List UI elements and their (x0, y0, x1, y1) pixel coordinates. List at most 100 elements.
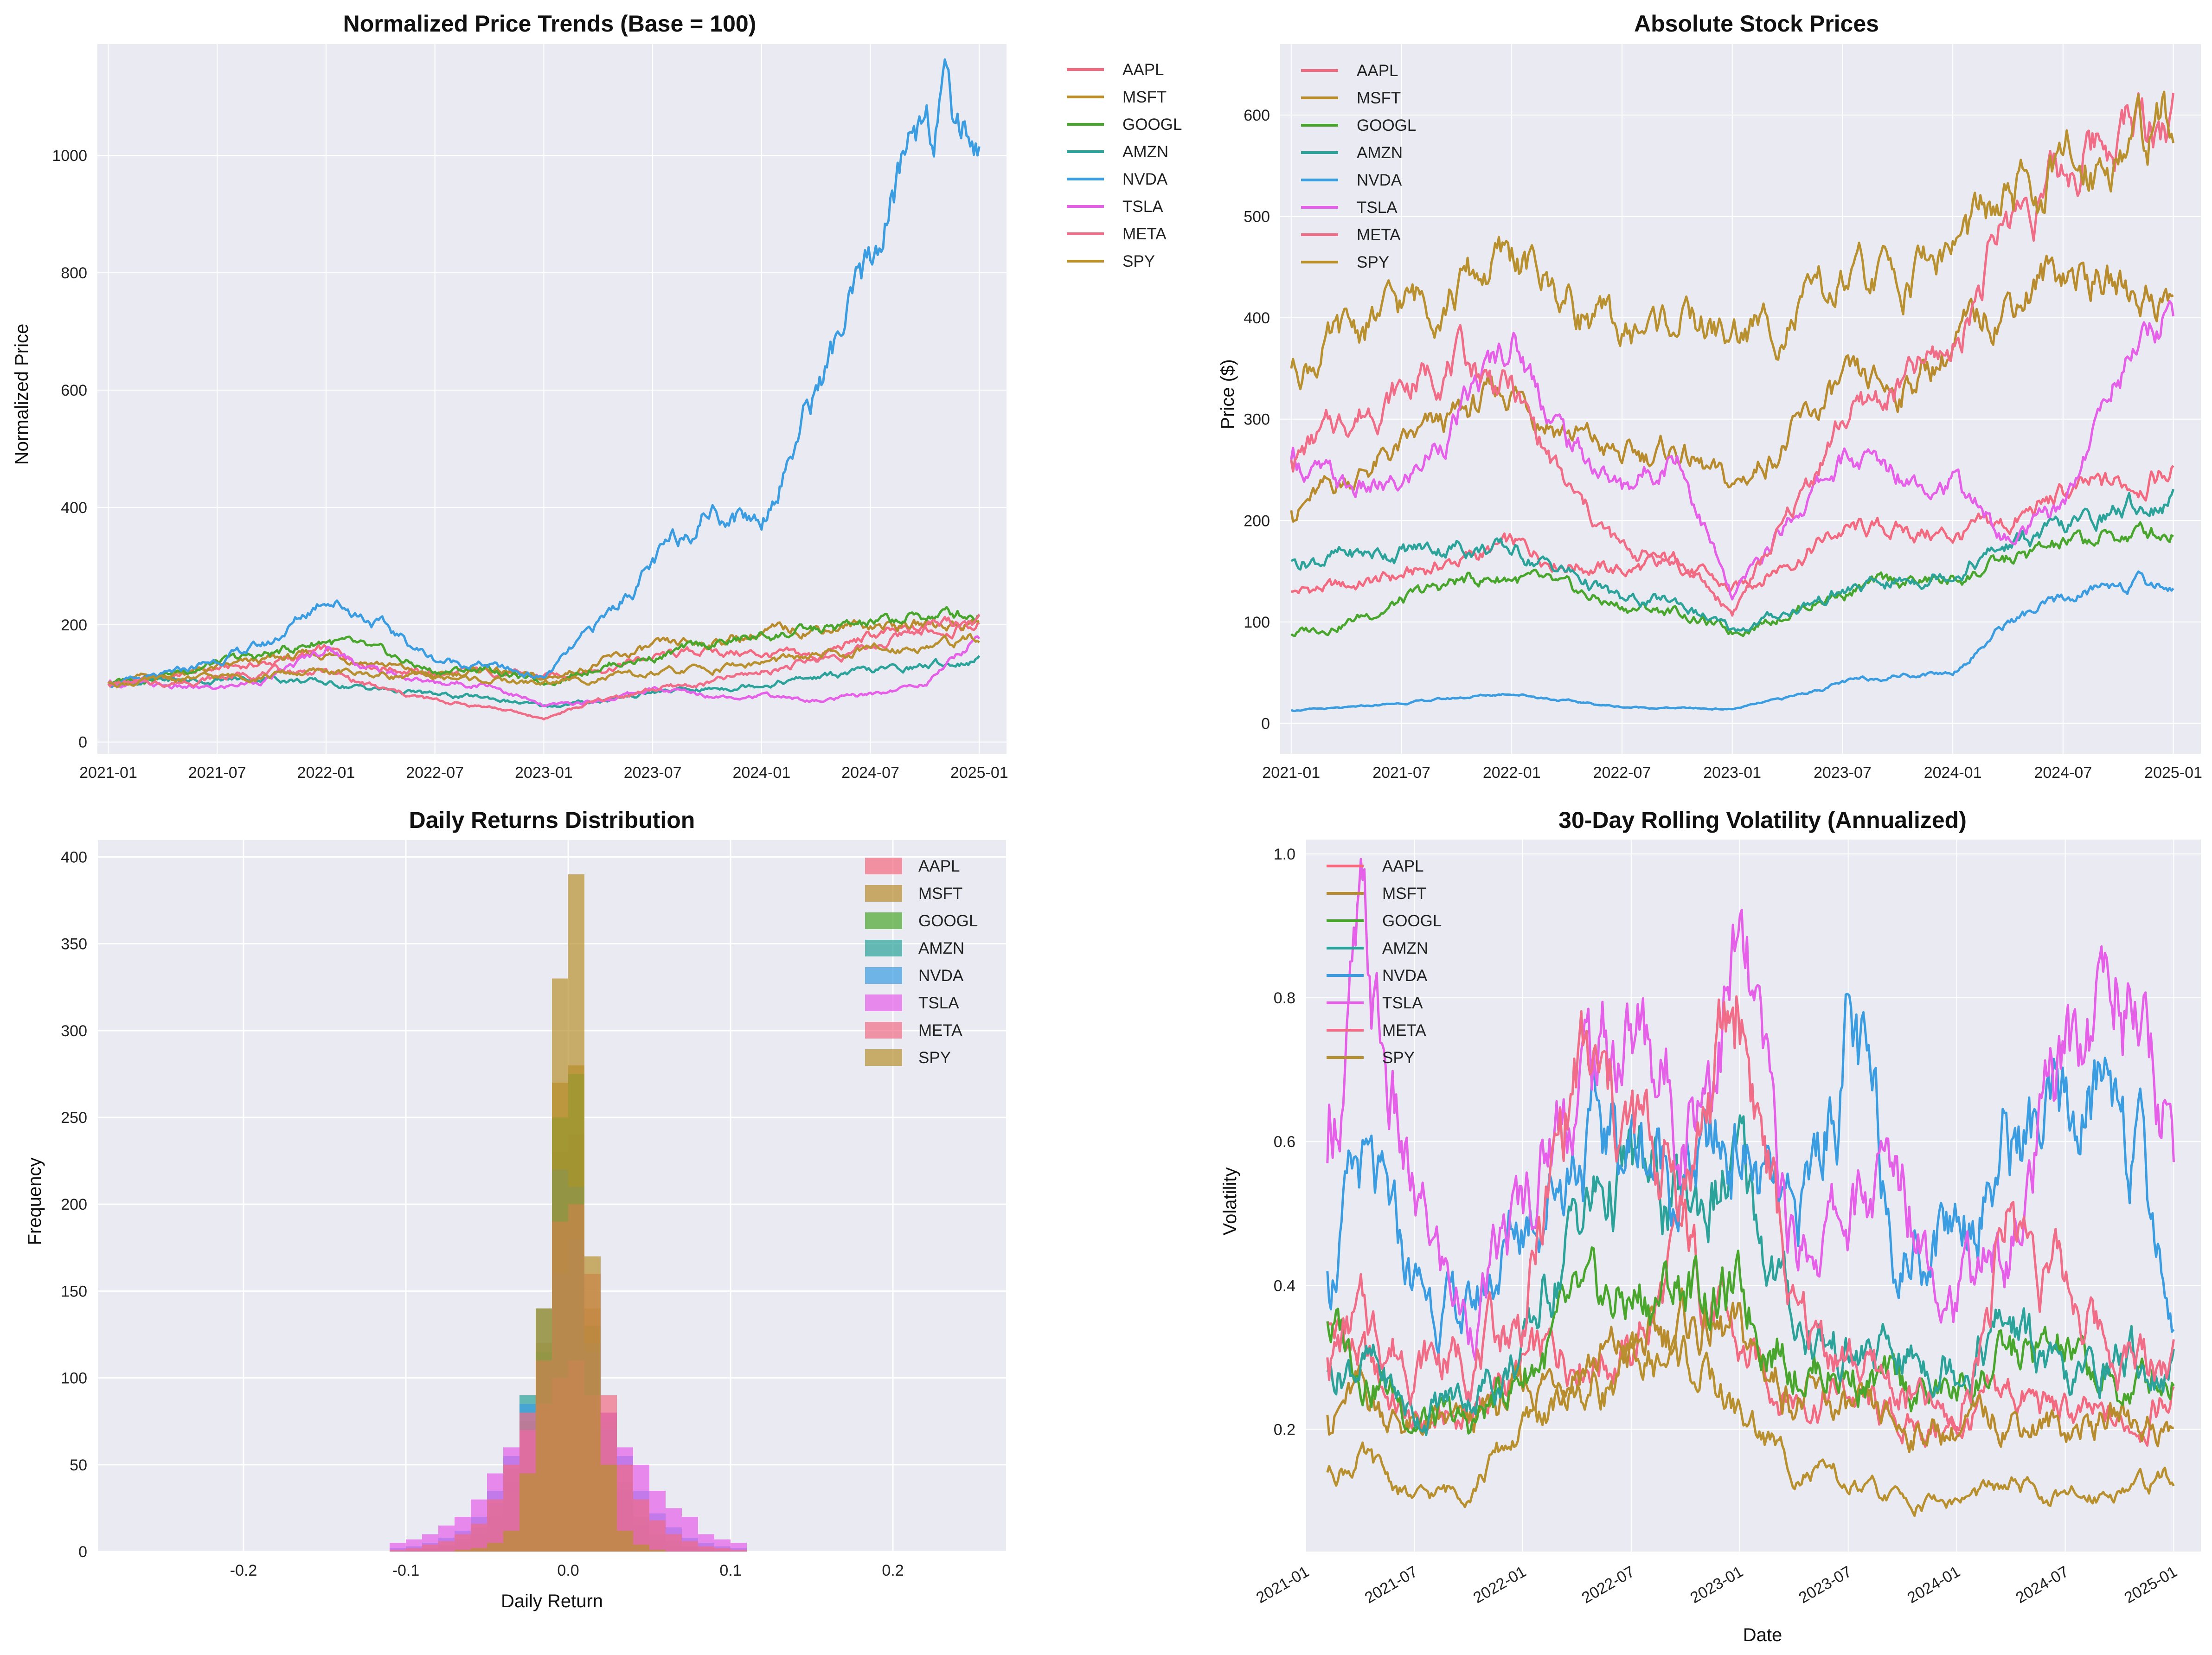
volatility-y-tick-label: 0.8 (1274, 989, 1295, 1007)
absolute-x-tick-label: 2025-01 (2144, 764, 2202, 782)
returns-legend-swatch-tsla (865, 994, 902, 1011)
normalized-x-tick-label: 2021-07 (188, 764, 246, 782)
normalized-series-spy (107, 633, 980, 688)
absolute-legend-label-aapl: AAPL (1357, 62, 1398, 80)
returns-y-tick-label: 250 (61, 1109, 87, 1127)
volatility-series-spy (1326, 1331, 2175, 1517)
absolute-series-googl (1290, 521, 2174, 637)
normalized-series-googl (108, 606, 980, 686)
returns-legend-label-aapl: AAPL (918, 857, 960, 875)
normalized-y-axis-label: Normalized Price (12, 324, 32, 465)
normalized-legend-label-msft: MSFT (1122, 88, 1167, 106)
normalized-x-tick-label: 2022-01 (297, 764, 355, 782)
volatility-panel: 30-Day Rolling Volatility (Annualized) V… (1220, 807, 2201, 1645)
returns-bar-spy (584, 1256, 601, 1552)
returns-bar-meta (633, 1499, 649, 1552)
normalized-x-tick-label: 2024-01 (732, 764, 790, 782)
returns-bar-meta (649, 1520, 666, 1552)
normalized-y-tick-label: 1000 (52, 147, 87, 165)
returns-legend-label-googl: GOOGL (918, 912, 978, 930)
absolute-legend-label-nvda: NVDA (1357, 171, 1402, 189)
returns-x-tick-label: 0.0 (557, 1562, 579, 1579)
volatility-y-tick-label: 0.6 (1274, 1133, 1295, 1151)
returns-legend-swatch-amzn (865, 940, 902, 956)
returns-bar-meta (406, 1548, 422, 1552)
returns-bar-spy (601, 1464, 617, 1552)
volatility-x-axis-label: Date (1743, 1625, 1782, 1645)
absolute-x-tick-label: 2022-07 (1593, 764, 1651, 782)
volatility-series-nvda (1326, 993, 2175, 1355)
normalized-y-tick-label: 600 (61, 382, 87, 399)
absolute-legend-label-msft: MSFT (1357, 89, 1401, 107)
normalized-axes-background (97, 44, 1007, 754)
absolute-y-tick-label: 300 (1244, 411, 1270, 429)
volatility-series-msft (1326, 1287, 2174, 1453)
absolute-series-meta (1290, 92, 2175, 617)
returns-x-tick-label: 0.2 (882, 1562, 904, 1579)
absolute-x-tick-label: 2024-01 (1924, 764, 1982, 782)
returns-y-tick-label: 150 (61, 1283, 87, 1300)
returns-bar-spy (536, 1308, 552, 1552)
normalized-y-tick-label: 0 (78, 734, 87, 751)
returns-legend-label-amzn: AMZN (918, 939, 964, 957)
returns-legend-label-msft: MSFT (918, 885, 962, 903)
absolute-series-tsla (1290, 300, 2175, 601)
returns-legend-label-tsla: TSLA (918, 994, 959, 1012)
returns-legend-swatch-meta (865, 1022, 902, 1039)
absolute-x-tick-label: 2024-07 (2034, 764, 2092, 782)
returns-x-tick-label: 0.1 (719, 1562, 741, 1579)
normalized-legend-label-spy: SPY (1122, 252, 1155, 270)
returns-y-tick-label: 0 (78, 1543, 87, 1561)
volatility-legend-label-amzn: AMZN (1382, 939, 1428, 957)
volatility-series-aapl (1326, 1199, 2175, 1448)
returns-legend-swatch-msft (865, 885, 902, 902)
absolute-x-tick-label: 2021-01 (1262, 764, 1320, 782)
absolute-x-tick-label: 2022-01 (1483, 764, 1541, 782)
absolute-legend-label-spy: SPY (1357, 253, 1389, 271)
absolute-x-tick-label: 2023-07 (1814, 764, 1872, 782)
returns-x-tick-label: -0.2 (230, 1562, 257, 1579)
volatility-y-axis-label: Volatility (1220, 1167, 1240, 1236)
normalized-y-tick-label: 200 (61, 616, 87, 634)
returns-y-tick-label: 400 (61, 848, 87, 866)
returns-legend-label-spy: SPY (918, 1049, 951, 1067)
absolute-series-nvda (1291, 570, 2174, 712)
normalized-legend-label-amzn: AMZN (1122, 143, 1168, 161)
returns-bar-spy (552, 978, 568, 1552)
returns-y-tick-label: 300 (61, 1022, 87, 1040)
absolute-legend-label-meta: META (1357, 226, 1401, 244)
returns-bar-spy (455, 1550, 471, 1552)
volatility-chart-title: 30-Day Rolling Volatility (Annualized) (1558, 807, 1967, 833)
absolute-y-axis-label: Price ($) (1218, 359, 1238, 429)
volatility-series-googl (1326, 1246, 2175, 1435)
returns-y-axis-label: Frequency (25, 1158, 45, 1245)
absolute-series-amzn (1290, 488, 2174, 633)
returns-bar-spy (633, 1545, 649, 1552)
returns-legend-swatch-aapl (865, 858, 902, 874)
absolute-series-msft (1290, 254, 2174, 523)
returns-chart-title: Daily Returns Distribution (409, 807, 695, 833)
volatility-legend-label-spy: SPY (1382, 1049, 1415, 1067)
returns-x-tick-label: -0.1 (392, 1562, 420, 1579)
returns-bar-meta (471, 1524, 487, 1552)
volatility-series-meta (1326, 995, 2175, 1432)
volatility-legend-label-aapl: AAPL (1382, 857, 1424, 875)
normalized-x-tick-label: 2023-07 (624, 764, 682, 782)
returns-bar-meta (455, 1534, 471, 1552)
normalized-legend-label-tsla: TSLA (1122, 198, 1163, 216)
returns-bar-meta (682, 1541, 698, 1552)
absolute-y-tick-label: 400 (1244, 309, 1270, 327)
returns-bar-meta (422, 1545, 438, 1552)
returns-bar-spy (487, 1543, 503, 1552)
absolute-x-tick-label: 2021-07 (1372, 764, 1430, 782)
absolute-y-tick-label: 200 (1244, 512, 1270, 530)
returns-bar-tsla (390, 1543, 406, 1552)
returns-bar-meta (666, 1534, 682, 1552)
volatility-series-tsla (1326, 858, 2175, 1362)
returns-bar-spy (617, 1531, 633, 1552)
absolute-legend-label-amzn: AMZN (1357, 144, 1403, 162)
normalized-y-tick-label: 800 (61, 264, 87, 282)
returns-bar-tsla (731, 1543, 747, 1552)
absolute-chart-title: Absolute Stock Prices (1634, 11, 1879, 37)
